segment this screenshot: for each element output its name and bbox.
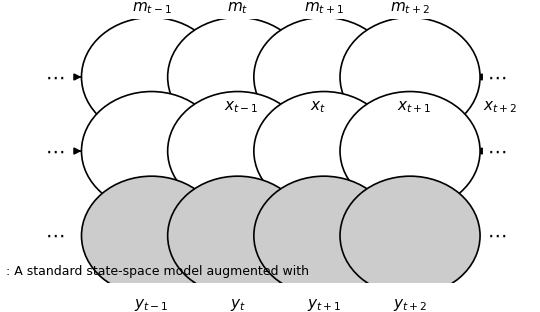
Text: $\cdots$: $\cdots$ — [45, 226, 64, 245]
Text: $m_{t-1}$: $m_{t-1}$ — [132, 0, 171, 16]
Ellipse shape — [340, 91, 480, 211]
Ellipse shape — [340, 17, 480, 136]
Ellipse shape — [254, 91, 394, 211]
Text: $x_{t-1}$: $x_{t-1}$ — [224, 100, 259, 115]
Ellipse shape — [254, 176, 394, 295]
Text: $x_t$: $x_t$ — [310, 100, 326, 115]
Text: $m_t$: $m_t$ — [227, 0, 248, 16]
Text: $m_{t+1}$: $m_{t+1}$ — [304, 0, 344, 16]
Text: $\cdots$: $\cdots$ — [487, 142, 506, 161]
Text: $\cdots$: $\cdots$ — [487, 67, 506, 86]
Text: $y_{t+1}$: $y_{t+1}$ — [307, 296, 341, 312]
Text: $\cdots$: $\cdots$ — [45, 67, 64, 86]
Ellipse shape — [254, 17, 394, 136]
Text: $\cdots$: $\cdots$ — [45, 142, 64, 161]
Ellipse shape — [167, 17, 308, 136]
Text: $\cdots$: $\cdots$ — [487, 226, 506, 245]
Ellipse shape — [82, 176, 221, 295]
Text: : A standard state-space model augmented with: : A standard state-space model augmented… — [6, 265, 309, 278]
Text: $y_t$: $y_t$ — [230, 296, 246, 312]
Text: $y_{t+2}$: $y_{t+2}$ — [393, 296, 427, 312]
Ellipse shape — [82, 17, 221, 136]
Text: $x_{t+1}$: $x_{t+1}$ — [396, 100, 431, 115]
Text: $m_{t+2}$: $m_{t+2}$ — [390, 0, 430, 16]
Ellipse shape — [167, 176, 308, 295]
Ellipse shape — [167, 91, 308, 211]
Ellipse shape — [340, 176, 480, 295]
Text: $y_{t-1}$: $y_{t-1}$ — [134, 296, 168, 312]
Ellipse shape — [82, 91, 221, 211]
Text: $x_{t+2}$: $x_{t+2}$ — [483, 100, 517, 115]
